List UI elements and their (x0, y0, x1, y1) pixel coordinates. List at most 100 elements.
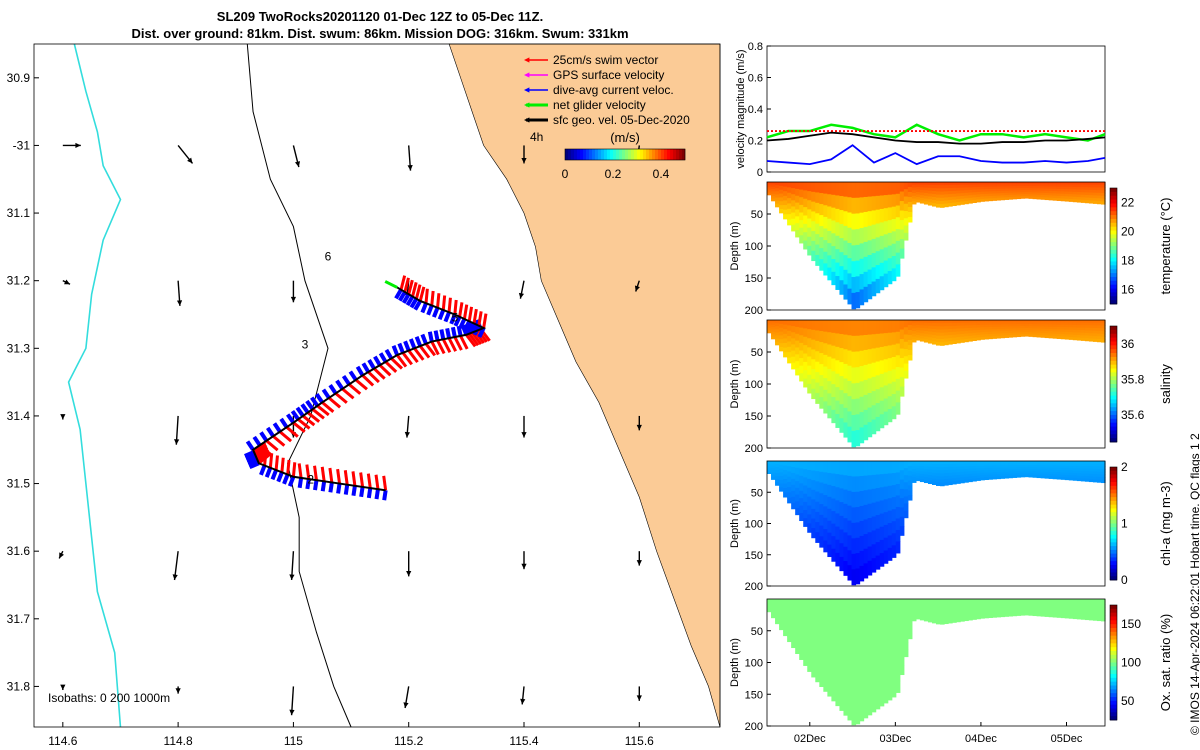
section-cell (1060, 193, 1066, 197)
section-cell (944, 203, 949, 208)
section-cell (1052, 476, 1058, 480)
section-cell (968, 473, 973, 477)
section-cell (1096, 471, 1102, 475)
section-cell (835, 235, 841, 250)
section-cell (927, 202, 933, 206)
section-cell (851, 277, 857, 294)
section-cell (1100, 612, 1106, 616)
section-cell (895, 472, 901, 485)
section-cell (771, 327, 776, 330)
section-cell (883, 550, 889, 564)
section-cell (1076, 189, 1082, 193)
section-cell (1056, 333, 1062, 337)
section-cell (960, 184, 965, 189)
y-tick-label: 200 (745, 305, 763, 317)
section-cell (907, 207, 913, 213)
section-cell (915, 184, 921, 188)
y-tick-label: 31.8 (7, 679, 31, 693)
geo-vector-head (187, 157, 193, 164)
section-cell (871, 281, 877, 297)
colorbar-tick-label: 35.8 (1121, 373, 1145, 387)
section-cell (1032, 184, 1038, 187)
section-cell (1080, 606, 1086, 610)
section-cell (1036, 196, 1042, 200)
section-cell (859, 675, 865, 691)
section-cell (976, 613, 981, 617)
section-cell (839, 502, 845, 517)
section-cell (960, 615, 965, 619)
section-cell (1076, 465, 1082, 469)
section-cell (891, 406, 897, 420)
section-cell (859, 412, 865, 428)
section-cell (964, 615, 969, 619)
section-cell (775, 464, 780, 468)
section-cell (839, 348, 845, 363)
section-cell (960, 461, 965, 465)
section-cell (851, 383, 857, 400)
section-cell (972, 320, 977, 324)
section-cell (1028, 466, 1034, 470)
section-cell (859, 350, 865, 367)
section-cell (936, 326, 941, 330)
section-cell (867, 671, 873, 687)
section-cell (996, 186, 1001, 190)
section-cell (1008, 197, 1014, 200)
section-cell (911, 461, 917, 465)
swim-vector (476, 329, 488, 343)
colorbar-cell (1110, 407, 1117, 412)
swim-vector (354, 378, 368, 391)
legend-entry: GPS surface velocity (553, 68, 664, 82)
section-cell (859, 212, 865, 229)
section-cell (895, 182, 901, 195)
section-cell (819, 215, 824, 227)
section-cell (948, 469, 953, 474)
section-cell (1096, 609, 1102, 613)
section-cell (771, 610, 776, 614)
section-cell (831, 675, 837, 689)
section-cell (827, 623, 832, 636)
section-cell (911, 604, 917, 608)
section-cell (1016, 611, 1022, 614)
section-cell (883, 320, 889, 334)
section-cell (1008, 186, 1014, 189)
section-cell (915, 611, 921, 615)
section-cell (1040, 332, 1046, 336)
section-cell (988, 467, 993, 471)
section-cell (1004, 605, 1010, 609)
section-cell (883, 359, 889, 373)
colorbar-cell (1110, 485, 1117, 490)
section-cell (795, 195, 800, 204)
section-cell (847, 273, 853, 290)
section-cell (1096, 320, 1102, 324)
section-cell (1008, 605, 1014, 609)
section-cell (996, 610, 1001, 613)
section-cell (863, 673, 869, 689)
section-cell (827, 218, 832, 232)
section-cell (1012, 473, 1018, 476)
section-cell (839, 404, 845, 419)
colorbar-cell (1110, 489, 1117, 494)
section-cell (1068, 327, 1074, 331)
section-cell (795, 347, 800, 355)
section-cell (803, 198, 808, 208)
section-cell (976, 468, 981, 472)
section-cell (996, 324, 1001, 328)
section-cell (944, 326, 949, 330)
current-vector (433, 330, 440, 341)
section-cell (1092, 479, 1098, 483)
section-cell (992, 336, 997, 339)
section-cell (895, 518, 901, 531)
section-cell (883, 486, 889, 500)
section-cell (968, 320, 973, 324)
section-cell (1016, 188, 1022, 191)
section-cell (815, 213, 820, 225)
section-cell (799, 621, 804, 630)
section-cell (1084, 614, 1090, 618)
geo-vector-head (289, 574, 295, 580)
section-cell (839, 668, 845, 684)
section-cell (803, 501, 808, 511)
section-cell (851, 213, 857, 231)
section-cell (1056, 188, 1062, 192)
section-cell (1064, 610, 1070, 614)
colorbar-cell (1110, 341, 1117, 346)
